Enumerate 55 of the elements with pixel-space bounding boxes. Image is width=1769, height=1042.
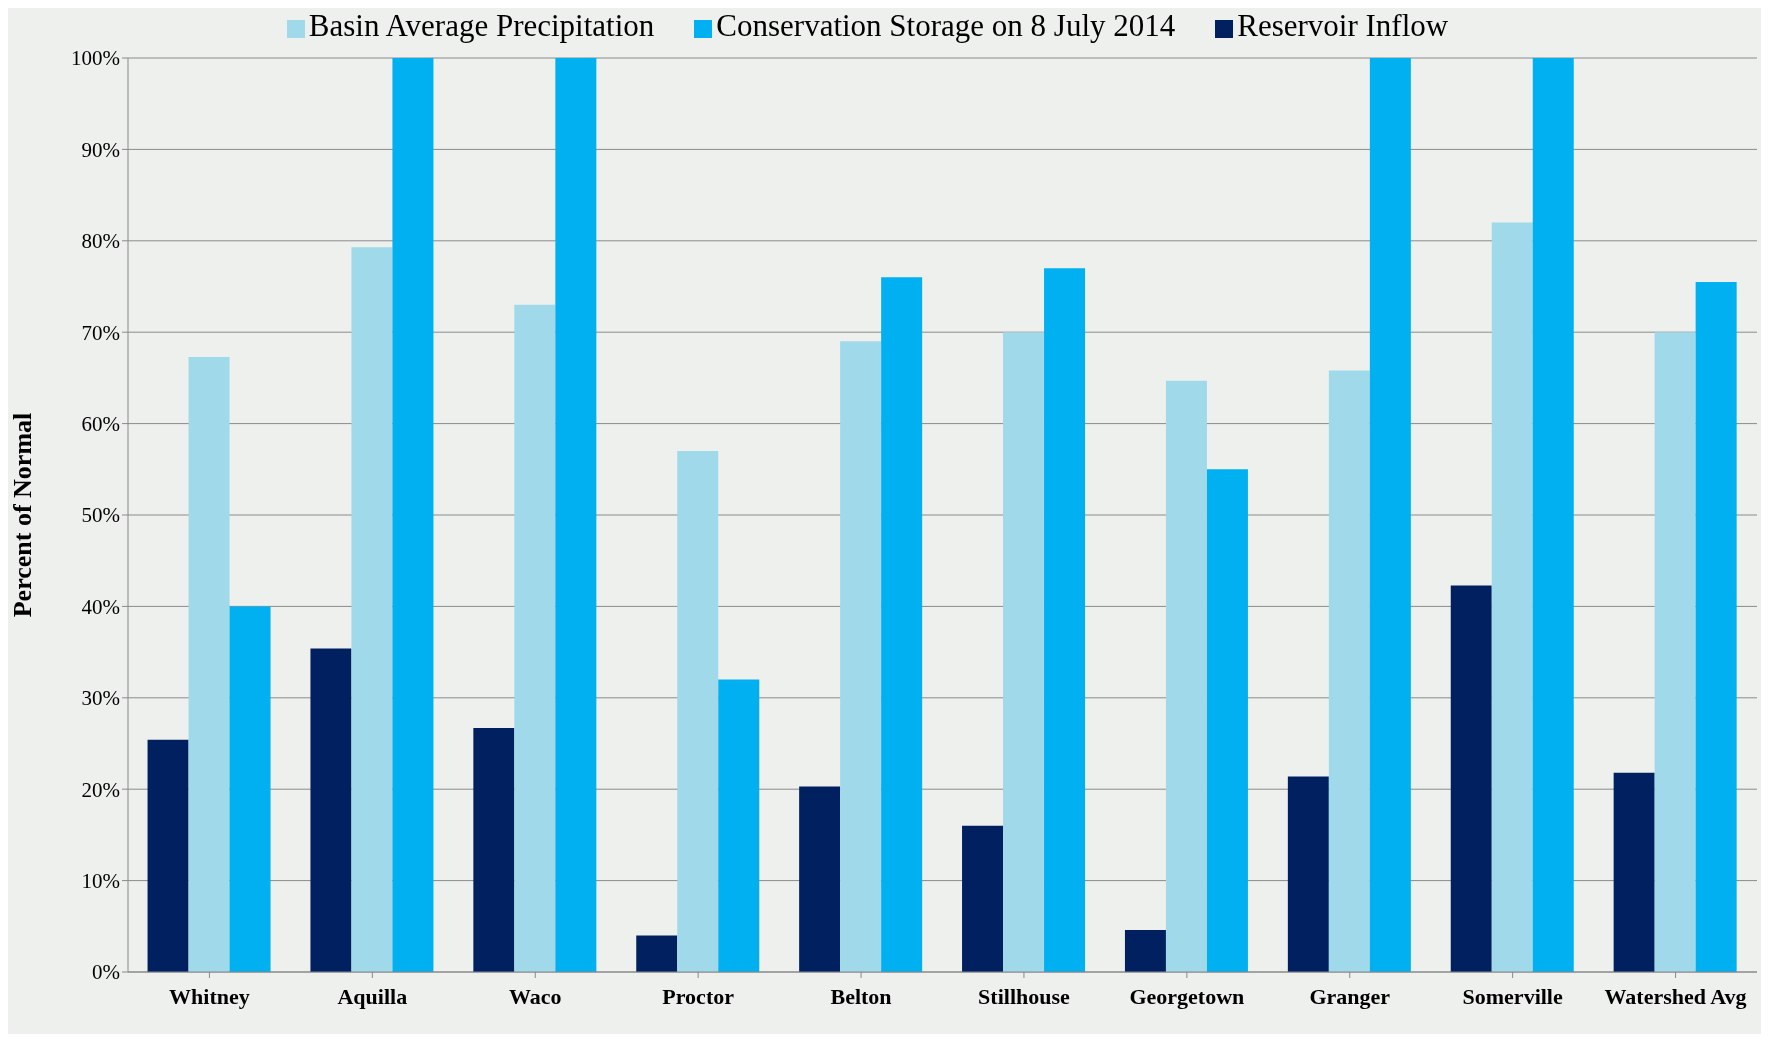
- bar: [310, 648, 352, 972]
- bar: [1532, 58, 1574, 972]
- y-tick-label: 0%: [92, 960, 120, 985]
- y-tick-label: 10%: [81, 869, 120, 894]
- bar: [881, 277, 923, 972]
- bar: [636, 935, 678, 972]
- y-tick-label: 60%: [81, 412, 120, 437]
- x-tick-label: Waco: [508, 983, 562, 1009]
- bar: [555, 58, 597, 972]
- y-tick-label: 70%: [81, 320, 120, 345]
- x-tick-label: Aquilla: [337, 983, 408, 1009]
- bar: [1328, 370, 1370, 972]
- bar: [392, 58, 434, 972]
- legend-label: Conservation Storage on 8 July 2014: [716, 8, 1176, 43]
- x-tick-label: Georgetown: [1129, 983, 1245, 1009]
- x-tick-label: Stillhouse: [978, 983, 1071, 1009]
- bar: [473, 727, 515, 972]
- x-tick-label: Watershed Avg: [1604, 983, 1747, 1009]
- y-tick-label: 100%: [71, 46, 120, 71]
- y-axis-title: Percent of Normal: [8, 412, 38, 618]
- bar: [514, 304, 556, 972]
- bar: [1206, 469, 1248, 972]
- bar: [147, 739, 189, 972]
- bar: [718, 679, 760, 972]
- legend-label: Basin Average Precipitation: [308, 8, 655, 43]
- bar: [1369, 58, 1411, 972]
- y-tick-label: 50%: [81, 503, 120, 528]
- bar: [1124, 929, 1166, 972]
- x-tick-label: Somerville: [1462, 983, 1563, 1009]
- bar: [840, 341, 882, 972]
- bar: [1044, 268, 1086, 972]
- bar: [1165, 380, 1207, 972]
- bar: [1003, 332, 1045, 972]
- bar: [1695, 281, 1737, 972]
- bar: [677, 451, 719, 972]
- y-tick-label: 30%: [81, 686, 120, 711]
- bar: [229, 606, 271, 972]
- legend-label: Reservoir Inflow: [1237, 8, 1449, 43]
- bar: [351, 247, 393, 972]
- bar: [1491, 222, 1533, 972]
- x-tick-label: Whitney: [169, 983, 250, 1009]
- bar: [799, 786, 841, 972]
- bar: [1287, 776, 1329, 972]
- y-tick-label: 90%: [81, 137, 120, 162]
- y-tick-label: 20%: [81, 777, 120, 802]
- bar: [1613, 772, 1655, 972]
- bar: [188, 356, 230, 972]
- x-tick-label: Proctor: [662, 983, 735, 1009]
- y-tick-label: 80%: [81, 229, 120, 254]
- x-tick-label: Granger: [1309, 983, 1391, 1009]
- bar: [1450, 585, 1492, 972]
- x-tick-label: Belton: [830, 983, 892, 1009]
- y-tick-label: 40%: [81, 594, 120, 619]
- bar: [1654, 332, 1696, 972]
- bar: [962, 825, 1004, 972]
